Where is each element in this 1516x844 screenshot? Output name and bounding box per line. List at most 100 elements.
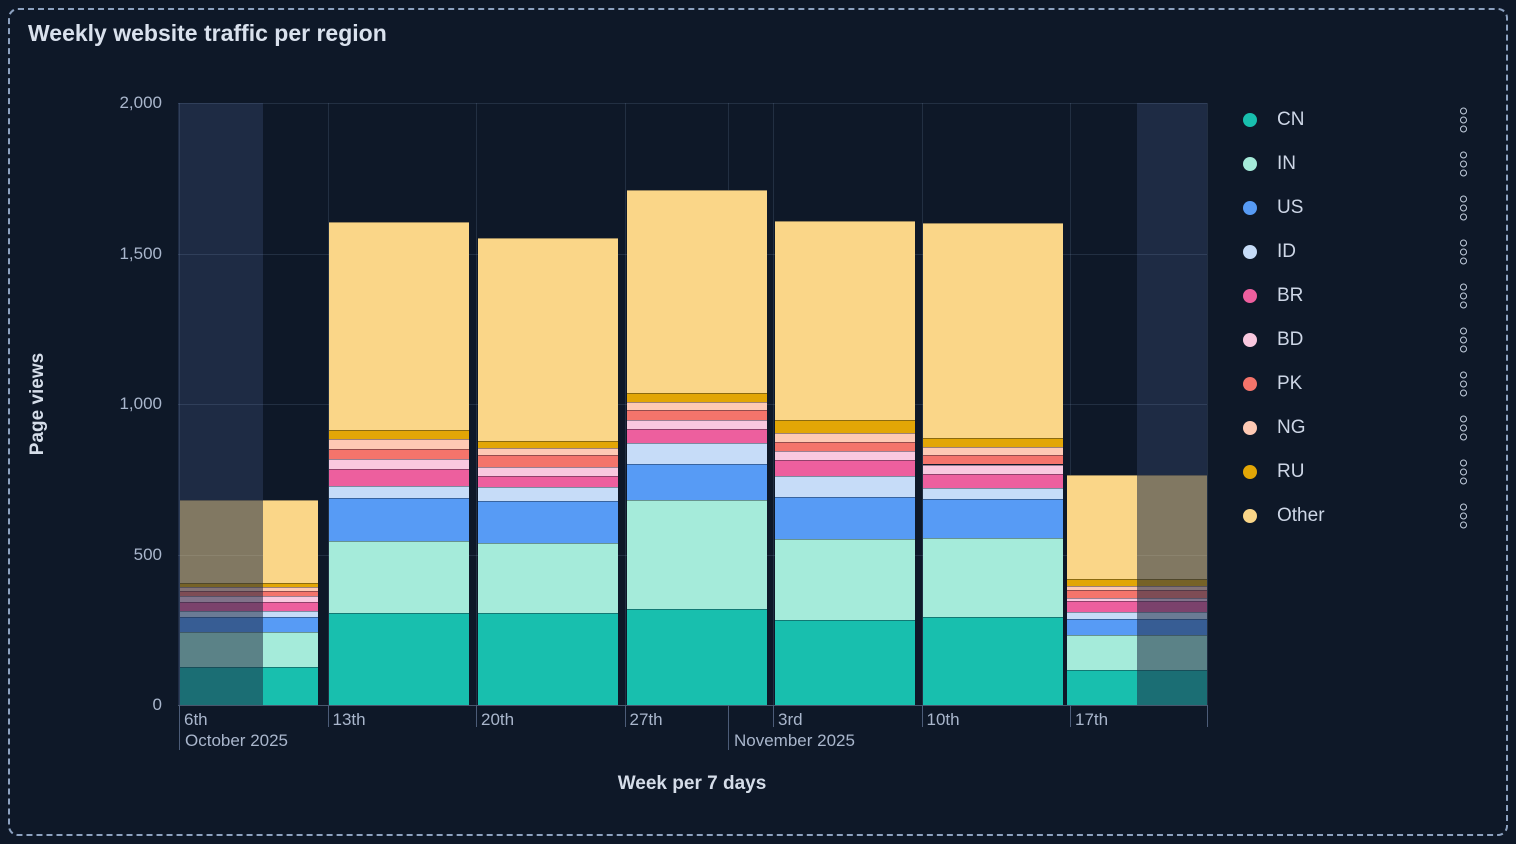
bar-segment-pk[interactable] — [775, 441, 915, 451]
bar-segment-in[interactable] — [180, 632, 263, 668]
bar-segment-other[interactable] — [626, 190, 767, 393]
bar-segment-ru[interactable] — [329, 429, 469, 439]
bar-segment-pk[interactable] — [329, 449, 469, 459]
vertical-dots-icon[interactable] — [1460, 459, 1467, 485]
bar-segment-cn[interactable] — [775, 620, 915, 705]
bar-segment-other[interactable] — [329, 221, 469, 430]
bar-segment-in[interactable] — [478, 543, 618, 613]
bar-segment-ng[interactable] — [329, 438, 469, 450]
bar-segment-us[interactable] — [923, 498, 1063, 538]
bar-segment-ng[interactable] — [923, 446, 1063, 456]
legend-item-cn[interactable]: CN — [1243, 105, 1470, 135]
vertical-dots-icon[interactable] — [1460, 107, 1467, 133]
legend-item-in[interactable]: IN — [1243, 149, 1470, 179]
legend-item-br[interactable]: BR — [1243, 281, 1470, 311]
bar-segment-pk[interactable] — [1137, 590, 1207, 598]
vertical-dots-icon[interactable] — [1460, 283, 1467, 309]
bar-segment-other[interactable] — [775, 220, 915, 420]
bar-segment-us[interactable] — [180, 616, 263, 633]
bar-segment-ng[interactable] — [180, 587, 263, 592]
bar-segment-br[interactable] — [1137, 601, 1207, 613]
bar-segment-ru[interactable] — [626, 392, 767, 403]
bar-segment-other[interactable] — [180, 499, 263, 584]
bar-segment-ru[interactable] — [180, 583, 263, 588]
bar-segment-in[interactable] — [1067, 635, 1137, 671]
bar-segment-us[interactable] — [775, 497, 915, 540]
legend-item-id[interactable]: ID — [1243, 237, 1470, 267]
bar-segment-cn[interactable] — [923, 617, 1063, 705]
bar-segment-ru[interactable] — [775, 419, 915, 433]
bar-segment-cn[interactable] — [180, 667, 263, 705]
bar-segment-ng[interactable] — [478, 448, 618, 456]
bar-segment-br[interactable] — [180, 602, 263, 611]
bar-segment-id[interactable] — [626, 442, 767, 464]
bar-segment-id[interactable] — [923, 487, 1063, 499]
bar-segment-pk[interactable] — [626, 410, 767, 420]
bar-segment-bd[interactable] — [775, 450, 915, 460]
bar-segment-bd[interactable] — [478, 466, 618, 476]
legend-item-ng[interactable]: NG — [1243, 413, 1470, 443]
vertical-dots-icon[interactable] — [1460, 415, 1467, 441]
bar-segment-bd[interactable] — [329, 458, 469, 469]
vertical-dots-icon[interactable] — [1460, 151, 1467, 177]
bar-segment-bd[interactable] — [923, 464, 1063, 474]
bar-segment-bd[interactable] — [180, 596, 263, 603]
bar-segment-other[interactable] — [1137, 474, 1207, 580]
bar-segment-br[interactable] — [1067, 601, 1137, 613]
bar-segment-in[interactable] — [263, 632, 318, 668]
bar-segment-ng[interactable] — [1137, 586, 1207, 591]
bar-segment-id[interactable] — [329, 485, 469, 499]
bar-segment-other[interactable] — [263, 499, 318, 584]
bar-segment-id[interactable] — [1137, 612, 1207, 620]
bar-segment-in[interactable] — [329, 540, 469, 613]
bar-segment-ng[interactable] — [626, 402, 767, 411]
vertical-dots-icon[interactable] — [1460, 371, 1467, 397]
bar-segment-other[interactable] — [923, 223, 1063, 439]
bar-segment-br[interactable] — [478, 475, 618, 487]
bar-segment-br[interactable] — [626, 428, 767, 443]
bar-segment-id[interactable] — [263, 610, 318, 617]
bar-segment-cn[interactable] — [626, 609, 767, 705]
bar-segment-id[interactable] — [1067, 612, 1137, 620]
vertical-dots-icon[interactable] — [1460, 503, 1467, 529]
bar-segment-cn[interactable] — [329, 612, 469, 705]
bar-segment-br[interactable] — [329, 469, 469, 486]
bar-segment-pk[interactable] — [478, 455, 618, 467]
bar-segment-ru[interactable] — [923, 438, 1063, 447]
legend-item-ru[interactable]: RU — [1243, 457, 1470, 487]
legend-item-bd[interactable]: BD — [1243, 325, 1470, 355]
bar-segment-br[interactable] — [923, 473, 1063, 488]
bar-segment-cn[interactable] — [1137, 670, 1207, 705]
bar-segment-ru[interactable] — [1137, 579, 1207, 587]
legend-item-pk[interactable]: PK — [1243, 369, 1470, 399]
bar-segment-id[interactable] — [478, 486, 618, 501]
bar-segment-ru[interactable] — [263, 583, 318, 588]
bar-segment-us[interactable] — [1137, 619, 1207, 636]
bar-segment-ng[interactable] — [263, 587, 318, 592]
bar-segment-other[interactable] — [1067, 474, 1137, 580]
vertical-dots-icon[interactable] — [1460, 239, 1467, 265]
bar-segment-ru[interactable] — [1067, 579, 1137, 587]
bar-segment-bd[interactable] — [1137, 597, 1207, 602]
bar-segment-ng[interactable] — [1067, 586, 1137, 591]
bar-segment-pk[interactable] — [923, 455, 1063, 465]
bar-segment-cn[interactable] — [478, 612, 618, 705]
legend-item-us[interactable]: US — [1243, 193, 1470, 223]
bar-segment-id[interactable] — [180, 610, 263, 617]
bar-segment-us[interactable] — [263, 616, 318, 633]
bar-segment-us[interactable] — [1067, 619, 1137, 636]
bar-segment-cn[interactable] — [1067, 670, 1137, 705]
bar-segment-in[interactable] — [923, 537, 1063, 618]
bar-segment-in[interactable] — [1137, 635, 1207, 671]
bar-segment-id[interactable] — [775, 475, 915, 498]
bar-segment-pk[interactable] — [1067, 590, 1137, 598]
bar-segment-us[interactable] — [329, 498, 469, 541]
bar-segment-br[interactable] — [775, 459, 915, 476]
bar-segment-bd[interactable] — [626, 419, 767, 429]
vertical-dots-icon[interactable] — [1460, 195, 1467, 221]
bar-segment-us[interactable] — [626, 463, 767, 500]
bar-segment-cn[interactable] — [263, 667, 318, 705]
legend-item-other[interactable]: Other — [1243, 501, 1470, 531]
bar-segment-in[interactable] — [775, 539, 915, 621]
bar-segment-bd[interactable] — [1067, 597, 1137, 602]
